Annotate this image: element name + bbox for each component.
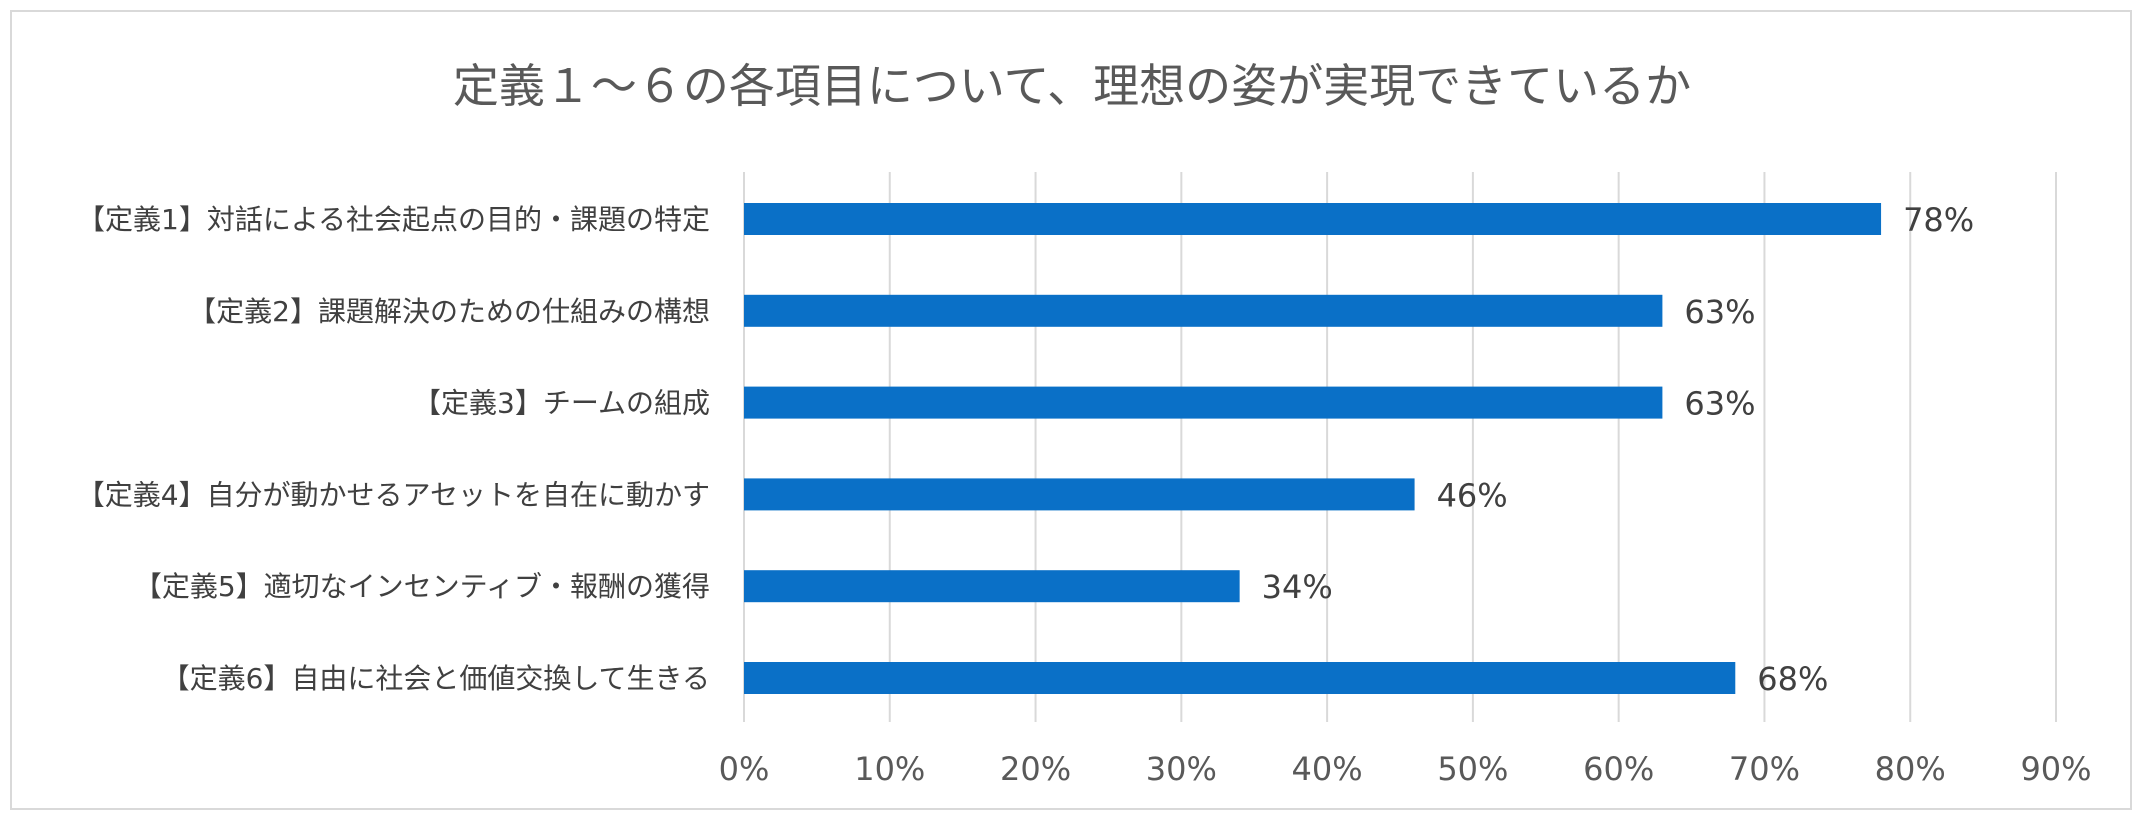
gridlines xyxy=(743,172,2057,722)
data-label: 68% xyxy=(1757,660,1828,698)
data-label: 46% xyxy=(1437,476,1508,514)
bar xyxy=(744,662,1736,694)
chart-title: 定義１～６の各項目について、理想の姿が実現できているか xyxy=(453,59,1691,113)
x-tick-label: 40% xyxy=(1292,750,1363,788)
category-labels: 【定義1】対話による社会起点の目的・課題の特定【定義2】課題解決のための仕組みの… xyxy=(77,203,710,695)
data-label: 34% xyxy=(1262,568,1333,606)
category-label: 【定義1】対話による社会起点の目的・課題の特定 xyxy=(77,203,710,236)
data-label: 78% xyxy=(1903,201,1974,239)
x-tick-label: 0% xyxy=(719,750,770,788)
x-tick-label: 90% xyxy=(2020,750,2091,788)
category-label: 【定義6】自由に社会と価値交換して生きる xyxy=(162,662,710,695)
x-tick-label: 80% xyxy=(1875,750,1946,788)
category-label: 【定義2】課題解決のための仕組みの構想 xyxy=(188,295,710,328)
x-axis-tick-labels: 0% 10% 20% 30% 40% 50% 60% 70% 80% 90% xyxy=(719,750,2092,788)
bar xyxy=(744,478,1415,511)
bar xyxy=(744,294,1663,327)
bars xyxy=(744,203,1882,694)
category-label: 【定義4】自分が動かせるアセットを自在に動かす xyxy=(77,478,710,511)
x-tick-label: 70% xyxy=(1729,750,1800,788)
category-label: 【定義5】適切なインセンティブ・報酬の獲得 xyxy=(134,570,710,603)
data-label: 63% xyxy=(1684,385,1755,423)
bar xyxy=(744,203,1882,235)
x-tick-label: 20% xyxy=(1000,750,1071,788)
data-labels: 78% 63% 63% 46% 34% 68% xyxy=(1262,201,1975,698)
category-label: 【定義3】チームの組成 xyxy=(413,387,710,420)
x-tick-label: 30% xyxy=(1146,750,1217,788)
bar xyxy=(744,386,1663,419)
x-tick-label: 50% xyxy=(1437,750,1508,788)
data-label: 63% xyxy=(1684,293,1755,331)
x-tick-label: 10% xyxy=(854,750,925,788)
bar xyxy=(744,570,1240,603)
x-tick-label: 60% xyxy=(1583,750,1654,788)
